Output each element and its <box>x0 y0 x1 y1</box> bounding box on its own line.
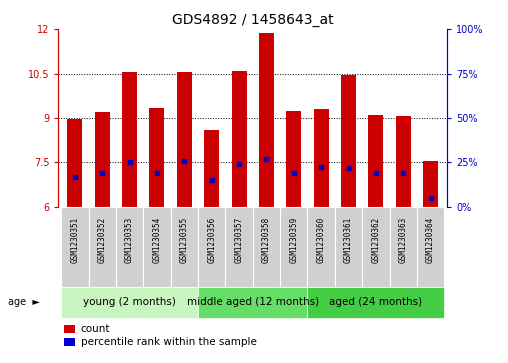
Text: GSM1230364: GSM1230364 <box>426 216 435 263</box>
Text: GSM1230359: GSM1230359 <box>289 216 298 263</box>
Title: GDS4892 / 1458643_at: GDS4892 / 1458643_at <box>172 13 334 26</box>
Text: GSM1230356: GSM1230356 <box>207 216 216 263</box>
Text: GSM1230358: GSM1230358 <box>262 216 271 263</box>
Bar <box>226 207 253 287</box>
Bar <box>198 287 307 318</box>
Bar <box>280 207 307 287</box>
Text: count: count <box>81 324 110 334</box>
Bar <box>88 207 116 287</box>
Text: GSM1230360: GSM1230360 <box>316 216 326 263</box>
Bar <box>341 75 356 207</box>
Text: percentile rank within the sample: percentile rank within the sample <box>81 337 257 347</box>
Text: GSM1230361: GSM1230361 <box>344 216 353 263</box>
Text: GSM1230352: GSM1230352 <box>98 216 107 263</box>
Bar <box>61 207 88 287</box>
Text: GSM1230351: GSM1230351 <box>70 216 79 263</box>
Bar <box>423 161 438 207</box>
Bar <box>396 117 411 207</box>
Bar <box>253 207 280 287</box>
Bar <box>286 111 301 207</box>
Text: GSM1230354: GSM1230354 <box>152 216 162 263</box>
Text: middle aged (12 months): middle aged (12 months) <box>186 297 319 307</box>
Bar <box>204 130 219 207</box>
Text: aged (24 months): aged (24 months) <box>329 297 423 307</box>
Bar <box>335 207 362 287</box>
Bar <box>122 72 137 207</box>
Bar <box>307 207 335 287</box>
Bar <box>232 70 246 207</box>
Bar <box>116 207 143 287</box>
Bar <box>362 207 390 287</box>
Text: GSM1230355: GSM1230355 <box>180 216 189 263</box>
Bar <box>368 115 384 207</box>
Bar <box>417 207 444 287</box>
Bar <box>177 72 192 207</box>
Bar <box>198 207 226 287</box>
Text: young (2 months): young (2 months) <box>83 297 176 307</box>
Bar <box>307 287 444 318</box>
Text: GSM1230362: GSM1230362 <box>371 216 380 263</box>
Bar <box>313 109 329 207</box>
Bar <box>149 107 165 207</box>
Bar <box>68 119 82 207</box>
Text: GSM1230353: GSM1230353 <box>125 216 134 263</box>
Text: age  ►: age ► <box>8 297 40 307</box>
Bar <box>171 207 198 287</box>
Bar <box>61 287 198 318</box>
Bar <box>259 33 274 207</box>
Bar <box>143 207 171 287</box>
Text: GSM1230357: GSM1230357 <box>235 216 243 263</box>
Text: GSM1230363: GSM1230363 <box>399 216 408 263</box>
Bar <box>390 207 417 287</box>
Bar <box>94 112 110 207</box>
